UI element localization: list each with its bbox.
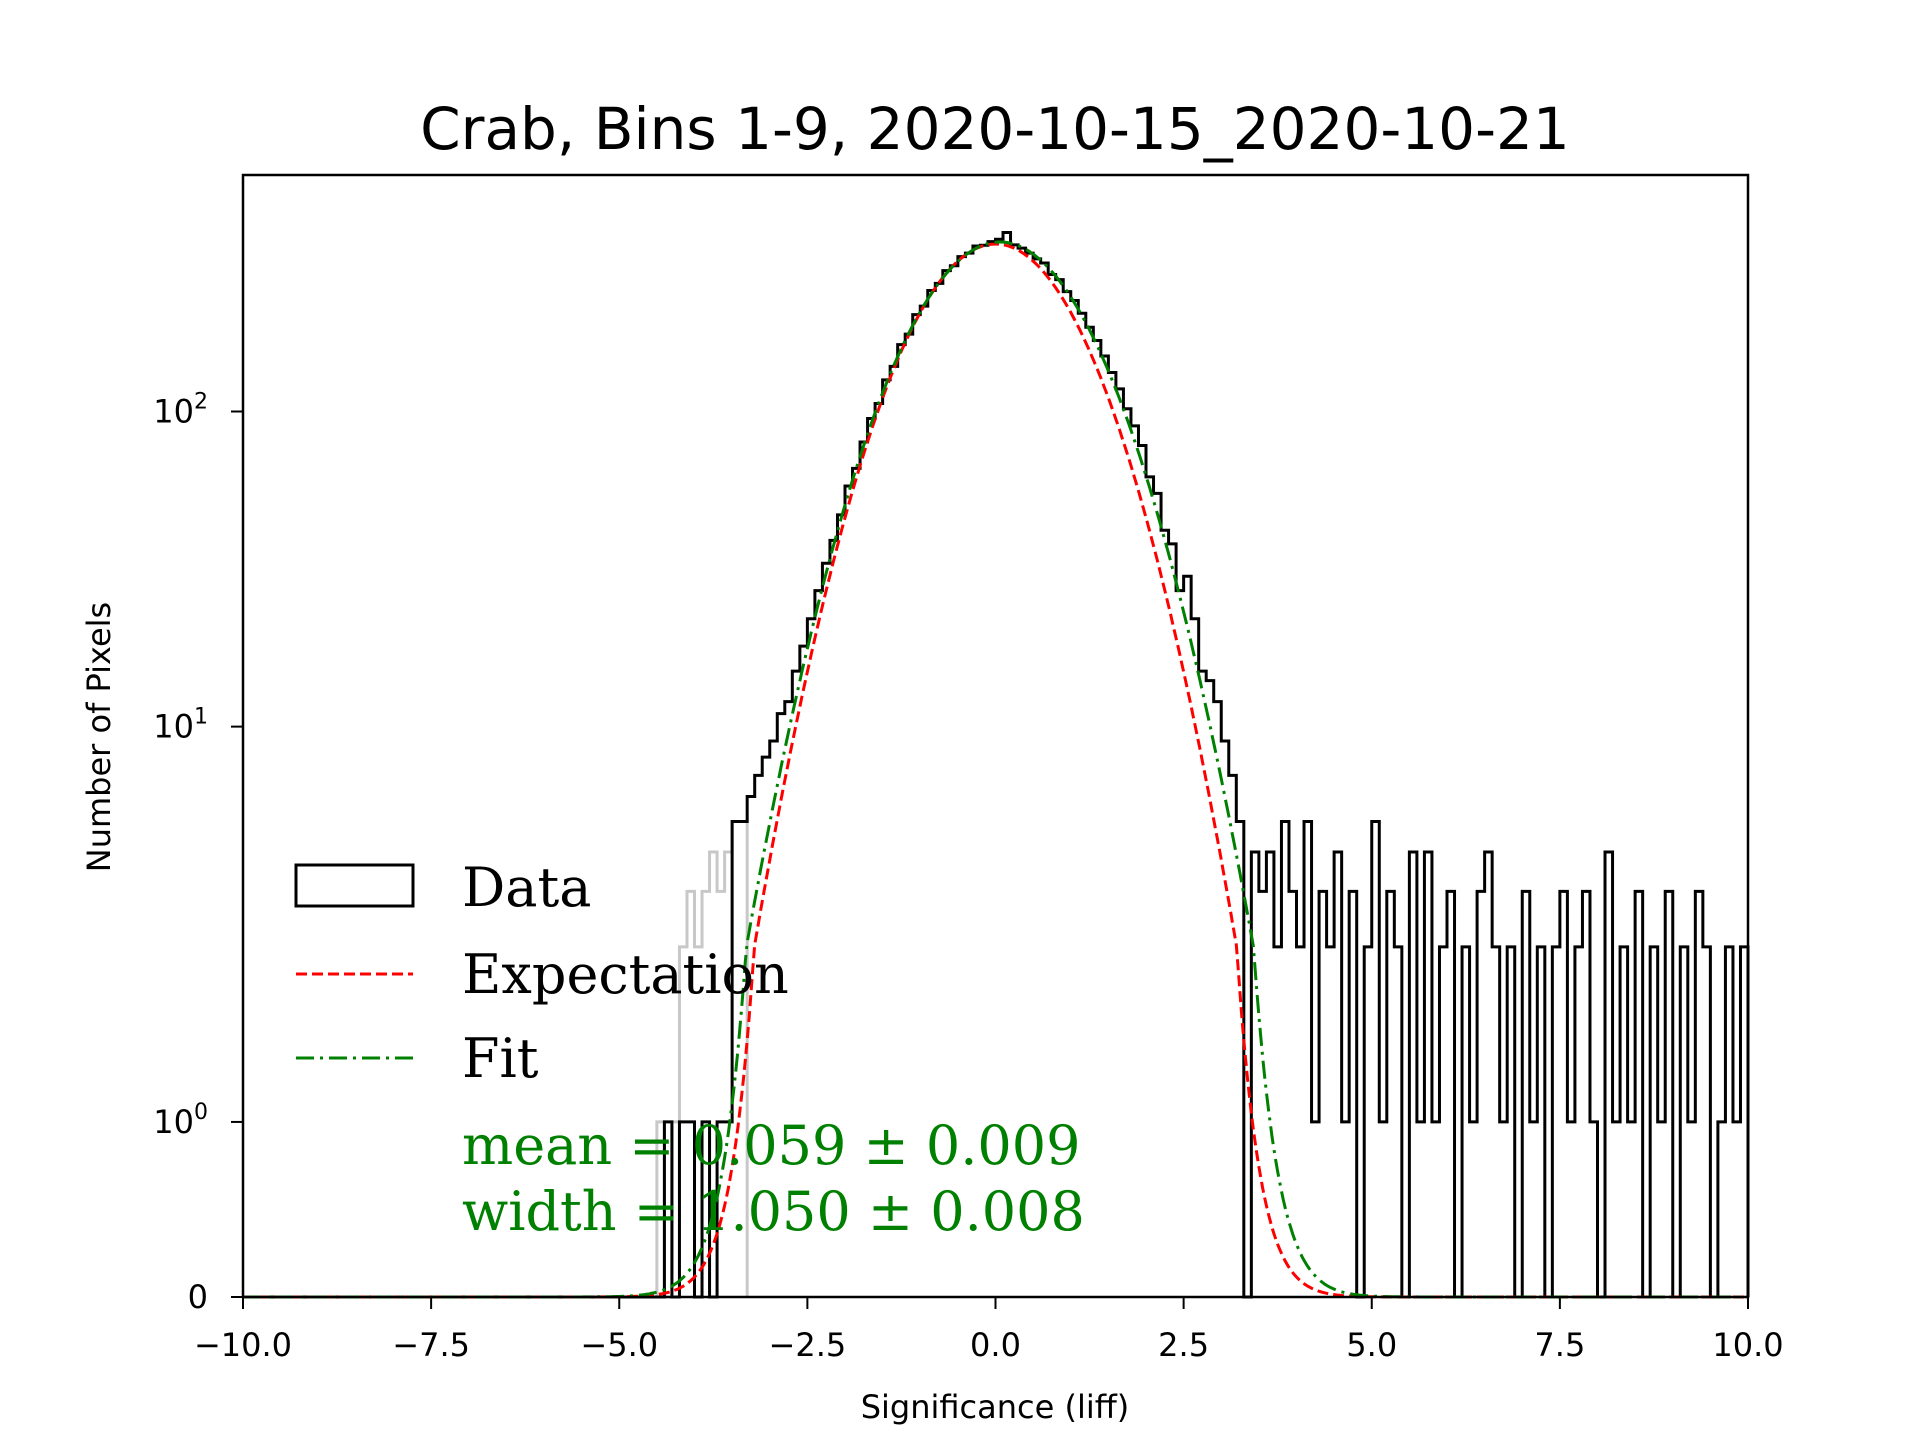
y-tick-label: 100 <box>153 1100 208 1141</box>
y-axis-label: Number of Pixels <box>80 602 118 872</box>
y-tick-label: 101 <box>153 705 208 746</box>
y-tick-label: 102 <box>153 389 208 430</box>
y-tick-label: 0 <box>188 1278 208 1316</box>
x-tick-label: −2.5 <box>769 1326 847 1364</box>
x-axis-ticks: −10.0 −7.5 −5.0 −2.5 0.0 2.5 5.0 7.5 10.0 <box>194 1297 1784 1364</box>
x-tick-label: −10.0 <box>194 1326 292 1364</box>
legend-expectation-label: Expectation <box>462 943 789 1006</box>
fit-mean-annotation: mean = 0.059 ± 0.009 <box>462 1114 1080 1177</box>
x-tick-label: 10.0 <box>1712 1326 1783 1364</box>
x-tick-label: 0.0 <box>970 1326 1021 1364</box>
legend-fit-label: Fit <box>462 1027 539 1090</box>
legend-data-label: Data <box>462 856 591 919</box>
y-axis-ticks: 0 100 101 102 <box>153 389 243 1316</box>
data-histogram <box>243 230 1750 1299</box>
x-tick-label: 5.0 <box>1346 1326 1397 1364</box>
x-tick-label: −7.5 <box>392 1326 470 1364</box>
legend-data-swatch <box>294 863 415 908</box>
x-tick-label: 2.5 <box>1158 1326 1209 1364</box>
x-tick-label: −5.0 <box>580 1326 658 1364</box>
x-tick-label: 7.5 <box>1534 1326 1585 1364</box>
legend: Data Expectation Fit <box>294 856 789 1090</box>
x-axis-label: Significance (liff) <box>861 1388 1130 1426</box>
chart-title: Crab, Bins 1-9, 2020-10-15_2020-10-21 <box>420 95 1570 163</box>
fit-width-annotation: width = 1.050 ± 0.008 <box>462 1180 1085 1243</box>
